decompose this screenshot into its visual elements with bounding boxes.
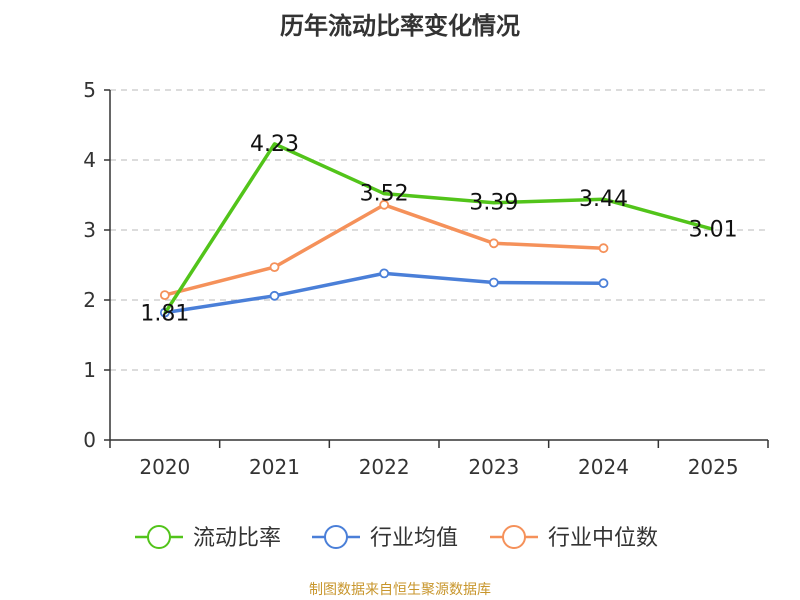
y-tick-label: 2 — [83, 288, 96, 312]
legend-marker-icon — [502, 525, 526, 549]
x-tick-label: 2023 — [468, 455, 519, 479]
series-industry-mean-point — [598, 278, 609, 289]
series-industry-mean-point — [488, 277, 499, 288]
source-note: 制图数据来自恒生聚源数据库 — [309, 582, 491, 598]
series-industry-median-point — [159, 290, 170, 301]
series-industry-median-point — [379, 199, 390, 210]
data-label: 3.52 — [360, 182, 409, 207]
legend-item-industry-mean: 行业均值 — [312, 525, 458, 551]
y-tick-label: 5 — [83, 78, 96, 102]
legend-item-industry-median: 行业中位数 — [490, 525, 658, 551]
y-tick-label: 4 — [83, 148, 96, 172]
y-tick-label: 3 — [83, 218, 96, 242]
series-industry-median-point — [488, 238, 499, 249]
legend-label: 行业均值 — [370, 526, 458, 551]
x-tick-label: 2025 — [688, 455, 739, 479]
legend-label: 流动比率 — [193, 526, 281, 551]
data-label: 3.01 — [689, 217, 738, 242]
series-current-ratio-line — [163, 142, 714, 315]
data-label: 3.44 — [579, 187, 628, 212]
y-tick-label: 1 — [83, 358, 96, 382]
x-tick-label: 2024 — [578, 455, 629, 479]
series-industry-mean-point — [379, 268, 390, 279]
x-tick-label: 2021 — [249, 455, 300, 479]
x-tick-label: 2020 — [139, 455, 190, 479]
series-industry-median-point — [269, 262, 280, 273]
legend-marker-icon — [147, 525, 171, 549]
y-tick-label: 0 — [83, 428, 96, 452]
data-label: 3.39 — [469, 191, 518, 216]
legend-item-current-ratio: 流动比率 — [135, 525, 281, 551]
legend-marker-icon — [324, 525, 348, 549]
data-label: 1.81 — [140, 301, 189, 326]
data-label: 4.23 — [250, 132, 299, 157]
series-industry-median-point — [598, 243, 609, 254]
series-industry-mean-point — [269, 290, 280, 301]
x-tick-label: 2022 — [359, 455, 410, 479]
legend-label: 行业中位数 — [548, 526, 658, 551]
chart-title: 历年流动比率变化情况 — [280, 12, 520, 40]
